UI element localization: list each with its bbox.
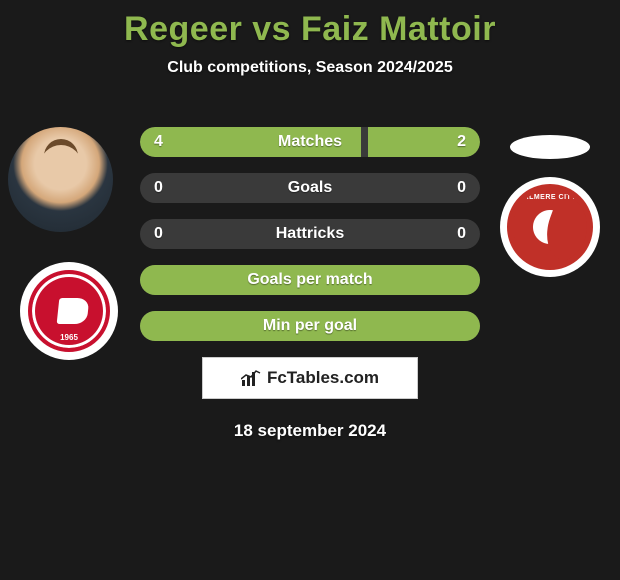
player-left-avatar	[8, 127, 113, 232]
stat-row: Goals per match	[140, 265, 480, 295]
brand-text: FcTables.com	[267, 368, 379, 388]
page-title: Regeer vs Faiz Mattoir	[0, 0, 620, 49]
stat-value-right: 0	[457, 225, 466, 243]
stat-label: Min per goal	[263, 317, 357, 335]
club-right-badge-inner	[507, 184, 593, 270]
comparison-area: 4 2 Matches 0 0 Goals 0 0 Hattricks Goals per mat…	[0, 107, 620, 357]
club-left-badge	[20, 262, 118, 360]
stat-row: Min per goal	[140, 311, 480, 341]
subtitle: Club competitions, Season 2024/2025	[0, 59, 620, 77]
stat-label: Matches	[278, 133, 342, 151]
club-right-badge	[500, 177, 600, 277]
chart-icon	[241, 369, 261, 387]
stat-row: 0 0 Hattricks	[140, 219, 480, 249]
player-right-avatar	[510, 135, 590, 159]
stat-label: Hattricks	[276, 225, 344, 243]
stat-row: 0 0 Goals	[140, 173, 480, 203]
stat-value-left: 4	[154, 133, 163, 151]
date-label: 18 september 2024	[0, 421, 620, 441]
brand-box[interactable]: FcTables.com	[202, 357, 418, 399]
stat-row: 4 2 Matches	[140, 127, 480, 157]
stat-value-left: 0	[154, 225, 163, 243]
stat-rows: 4 2 Matches 0 0 Goals 0 0 Hattricks Goals per mat…	[140, 127, 480, 357]
stat-value-right: 2	[457, 133, 466, 151]
stat-label: Goals per match	[247, 271, 372, 289]
club-left-badge-inner	[28, 270, 110, 352]
stat-label: Goals	[288, 179, 332, 197]
stat-value-right: 0	[457, 179, 466, 197]
stat-value-left: 0	[154, 179, 163, 197]
